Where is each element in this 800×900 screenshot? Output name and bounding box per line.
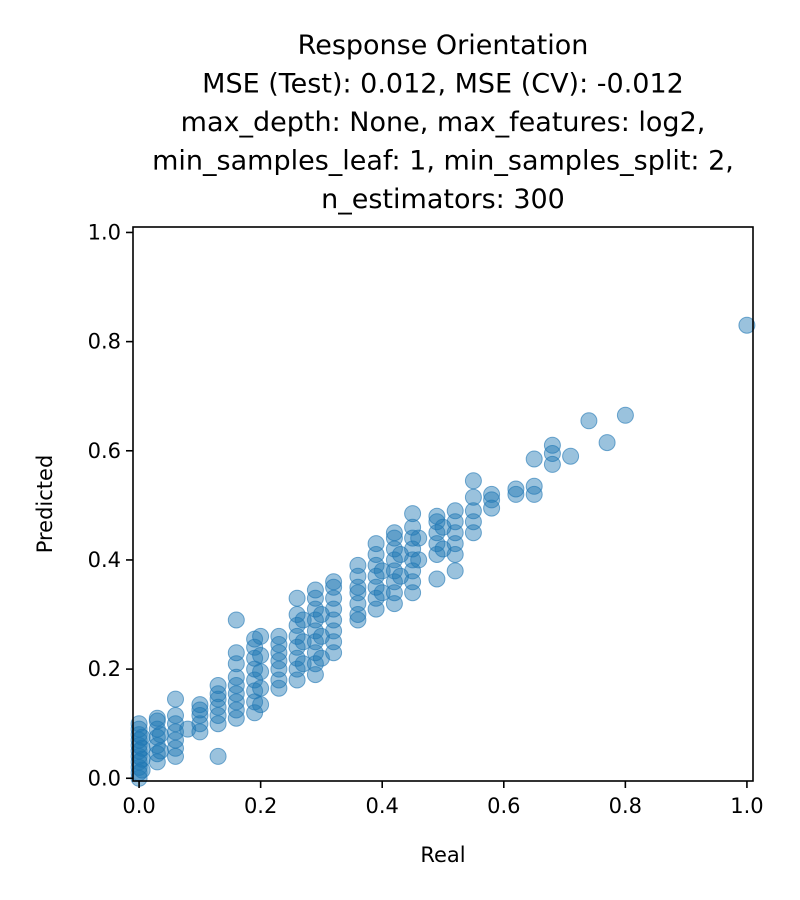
data-point <box>446 502 464 520</box>
data-point <box>464 502 482 520</box>
data-point <box>209 747 227 765</box>
chart-title-line: Response Orientation <box>298 30 589 61</box>
chart-title-line: max_depth: None, max_features: log2, <box>181 107 706 138</box>
data-point <box>446 562 464 580</box>
data-point <box>294 633 312 651</box>
data-point <box>294 655 312 673</box>
data-point <box>598 434 616 452</box>
y-tick-label: 0.8 <box>88 330 121 354</box>
data-point <box>580 412 598 430</box>
y-axis-ticks: 0.0 0.2 0.4 0.6 0.8 1.0 <box>88 220 133 790</box>
data-point <box>373 562 391 580</box>
data-point <box>464 488 482 506</box>
data-point <box>252 679 270 697</box>
y-tick-label: 0.0 <box>88 766 121 790</box>
y-tick-label: 0.4 <box>88 548 121 572</box>
data-point <box>525 477 543 495</box>
data-point <box>507 485 525 503</box>
y-axis-label: Predicted <box>33 455 57 554</box>
data-point <box>410 551 428 569</box>
data-point <box>543 436 561 454</box>
x-axis-label: Real <box>420 843 465 867</box>
data-point <box>191 701 209 719</box>
y-tick-label: 0.2 <box>88 657 121 681</box>
data-point <box>325 573 343 591</box>
data-point <box>227 644 245 662</box>
x-tick-label: 0.8 <box>609 794 642 818</box>
data-point <box>167 707 184 724</box>
x-tick-label: 0.2 <box>244 794 277 818</box>
data-point <box>325 578 343 596</box>
x-tick-label: 0.4 <box>366 794 399 818</box>
data-point <box>404 518 422 536</box>
data-point <box>349 556 367 574</box>
plot-frame <box>132 226 754 782</box>
data-point <box>428 570 446 588</box>
chart-title-line: MSE (Test): 0.012, MSE (CV): -0.012 <box>202 69 684 100</box>
data-point <box>483 485 501 503</box>
data-point <box>373 584 391 602</box>
data-point <box>252 627 270 645</box>
data-point <box>385 529 403 547</box>
chart-title-line: n_estimators: 300 <box>321 184 565 215</box>
data-point <box>410 529 428 547</box>
data-point <box>294 611 312 629</box>
data-point <box>288 589 306 607</box>
data-point <box>270 627 288 645</box>
x-tick-label: 0.0 <box>122 794 155 818</box>
data-point <box>167 690 184 708</box>
data-point <box>151 742 169 760</box>
data-point <box>616 406 634 424</box>
data-point <box>306 581 324 599</box>
chart-title: Response Orientation MSE (Test): 0.012, M… <box>152 30 734 215</box>
data-point <box>367 535 385 553</box>
data-point <box>483 491 501 509</box>
chart-title-line: min_samples_leaf: 1, min_samples_split: … <box>152 146 734 177</box>
data-point <box>428 507 446 525</box>
data-point <box>133 728 151 746</box>
data-point <box>507 480 525 498</box>
data-point <box>738 316 756 334</box>
data-point <box>385 524 403 542</box>
data-point <box>151 726 169 744</box>
data-point <box>227 611 245 629</box>
data-point <box>252 663 270 681</box>
data-point <box>148 709 166 727</box>
x-axis-ticks: 0.0 0.2 0.4 0.6 0.8 1.0 <box>122 781 764 818</box>
data-point <box>525 450 543 468</box>
data-point <box>191 696 209 714</box>
x-tick-label: 0.6 <box>487 794 520 818</box>
data-point <box>252 696 270 714</box>
data-point <box>252 647 270 664</box>
data-point <box>562 447 580 465</box>
data-points <box>130 316 756 787</box>
data-point <box>227 668 245 686</box>
data-point <box>209 677 227 694</box>
data-point <box>404 505 422 523</box>
data-point <box>464 472 482 490</box>
x-tick-label: 1.0 <box>730 794 763 818</box>
data-point <box>130 715 148 733</box>
data-point <box>209 690 227 708</box>
y-tick-label: 0.6 <box>88 439 121 463</box>
y-tick-label: 1.0 <box>88 220 121 244</box>
